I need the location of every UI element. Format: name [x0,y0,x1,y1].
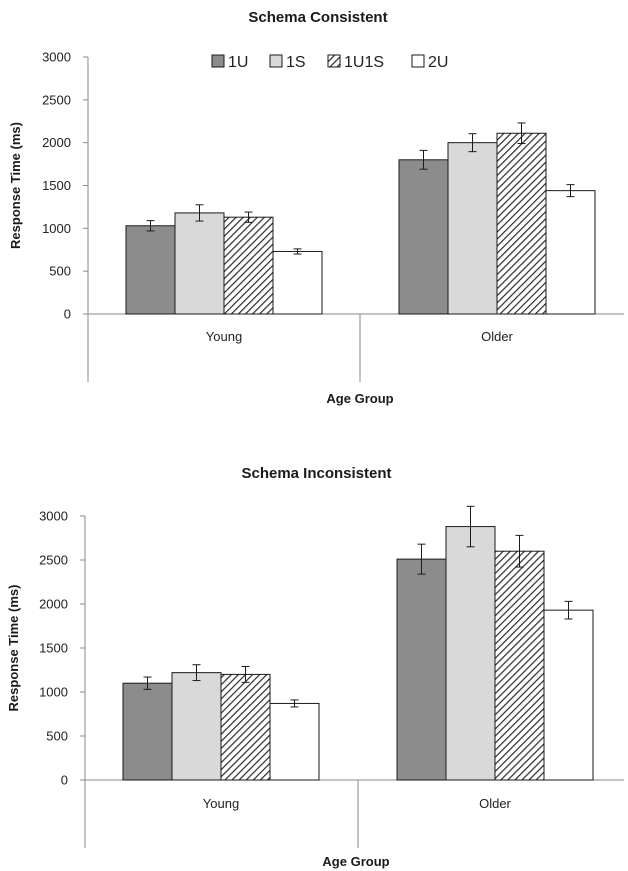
bar-1u-young [125,225,176,315]
legend-label-1u: 1U [228,54,248,71]
bar-2u-older [545,190,596,315]
y-tick-label: 2500 [39,553,68,568]
bar-1u1s-older [496,132,547,315]
y-axis-title: Response Time (ms) [6,585,21,712]
x-tick-label-young: Young [206,329,242,344]
bar-1u1s-young [223,216,274,315]
bar-1u-older [398,159,449,315]
legend-swatch-1u [211,54,225,68]
y-tick-label: 500 [46,729,68,744]
y-tick-label: 1000 [42,221,71,236]
bar-1s-older [447,142,498,315]
bar-1u1s-older [494,550,545,781]
bar-1u-young [122,682,173,781]
legend-label-2u: 2U [428,54,448,71]
chart-legend: 1U 1S 1U1S 2U [211,54,448,71]
legend-label-1s: 1S [286,54,306,71]
x-tick-label-older: Older [479,796,511,811]
legend-swatch-1s [269,54,283,68]
y-tick-label: 3000 [39,509,68,524]
bar-1u1s-young [220,673,271,781]
y-tick-label: 500 [49,264,71,279]
y-tick-label: 1000 [39,685,68,700]
bar-1s-young [171,672,222,781]
x-axis-title: Age Group [322,854,389,869]
y-tick-label: 2000 [42,135,71,150]
chart-panel-schema-consistent: Schema Consistent 0 500 1000 1500 2000 2500 300… [8,9,624,406]
chart-panel-schema-inconsistent: Schema Inconsistent 0 500 1000 1500 2000 2500 3… [6,465,624,869]
y-tick-label: 3000 [42,50,71,65]
y-tick-label: 2500 [42,92,71,107]
bar-1u-older [396,558,447,781]
x-axis-title: Age Group [326,391,393,406]
bar-2u-young [269,702,320,781]
x-tick-label-older: Older [481,329,513,344]
bar-2u-young [272,250,323,315]
y-tick-label: 1500 [42,178,71,193]
bar-1s-older [445,526,496,781]
chart-title: Schema Consistent [248,9,387,26]
chart-title: Schema Inconsistent [241,465,391,482]
y-tick-label: 0 [64,307,71,322]
bar-1s-young [174,212,225,315]
legend-swatch-1u1s [327,54,341,68]
y-tick-label: 0 [61,773,68,788]
y-axis-title: Response Time (ms) [8,122,23,249]
y-tick-label: 1500 [39,641,68,656]
legend-swatch-2u [411,54,425,68]
bar-2u-older [543,609,594,781]
x-tick-label-young: Young [203,796,239,811]
y-tick-label: 2000 [39,597,68,612]
legend-label-1u1s: 1U1S [344,54,384,71]
